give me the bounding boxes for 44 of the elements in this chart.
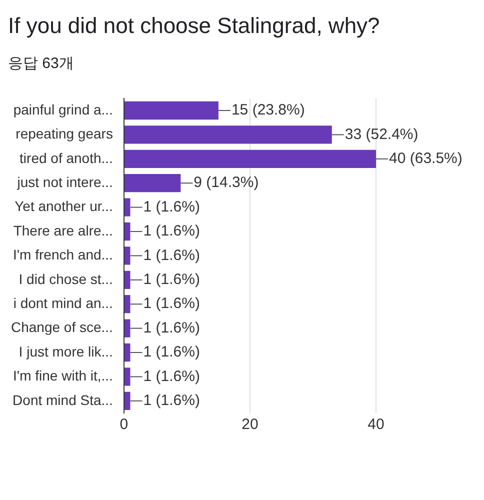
y-tick-label: Change of sce... bbox=[11, 319, 113, 336]
y-tick-label: I'm french and... bbox=[13, 246, 113, 263]
bar bbox=[124, 319, 130, 338]
bar bbox=[124, 392, 130, 410]
data-label: 1 (1.6%) bbox=[143, 198, 200, 216]
y-tick-label: I'm fine with it,... bbox=[13, 368, 113, 384]
y-tick-label: I did chose st... bbox=[18, 270, 113, 287]
bar bbox=[124, 126, 332, 144]
data-label: 15 (23.8%) bbox=[231, 102, 305, 119]
bar bbox=[124, 343, 130, 362]
y-tick-label: tired of anoth... bbox=[20, 150, 113, 166]
bar bbox=[124, 270, 130, 289]
bar bbox=[124, 295, 130, 314]
data-label: 9 (14.3%) bbox=[194, 174, 259, 192]
data-label: 40 (63.5%) bbox=[389, 150, 462, 168]
bar bbox=[124, 150, 376, 168]
y-tick-label: I just more lik... bbox=[18, 343, 113, 360]
bar bbox=[124, 101, 218, 120]
data-label: 1 (1.6%) bbox=[143, 246, 200, 264]
y-tick-label: painful grind a... bbox=[13, 101, 113, 118]
y-tick-label: repeating gears bbox=[16, 126, 113, 142]
bar bbox=[124, 368, 130, 386]
bar bbox=[124, 174, 181, 192]
data-label: 1 (1.6%) bbox=[143, 295, 200, 312]
chart-subtitle: 응답 63개 bbox=[8, 54, 75, 73]
bar bbox=[124, 198, 130, 216]
bar bbox=[124, 246, 130, 265]
data-label: 33 (52.4%) bbox=[344, 126, 418, 143]
data-label: 1 (1.6%) bbox=[143, 319, 200, 336]
x-tick-label: 40 bbox=[368, 416, 384, 434]
bar bbox=[124, 222, 130, 241]
y-tick-label: Yet another ur... bbox=[14, 198, 113, 214]
data-label: 1 (1.6%) bbox=[143, 344, 200, 361]
y-tick-label: just not intere... bbox=[16, 174, 113, 190]
y-tick-label: There are alre... bbox=[13, 222, 113, 238]
y-tick-label: i dont mind an... bbox=[13, 294, 113, 311]
data-label: 1 (1.6%) bbox=[143, 222, 200, 240]
data-label: 1 (1.6%) bbox=[143, 271, 200, 288]
data-label: 1 (1.6%) bbox=[143, 368, 200, 385]
data-label: 1 (1.6%) bbox=[143, 392, 200, 410]
x-tick-label: 20 bbox=[242, 416, 258, 434]
chart-title: If you did not choose Stalingrad, why? bbox=[8, 12, 381, 40]
y-tick-label: Dont mind Sta... bbox=[12, 392, 113, 408]
x-tick-label: 0 bbox=[120, 416, 128, 434]
